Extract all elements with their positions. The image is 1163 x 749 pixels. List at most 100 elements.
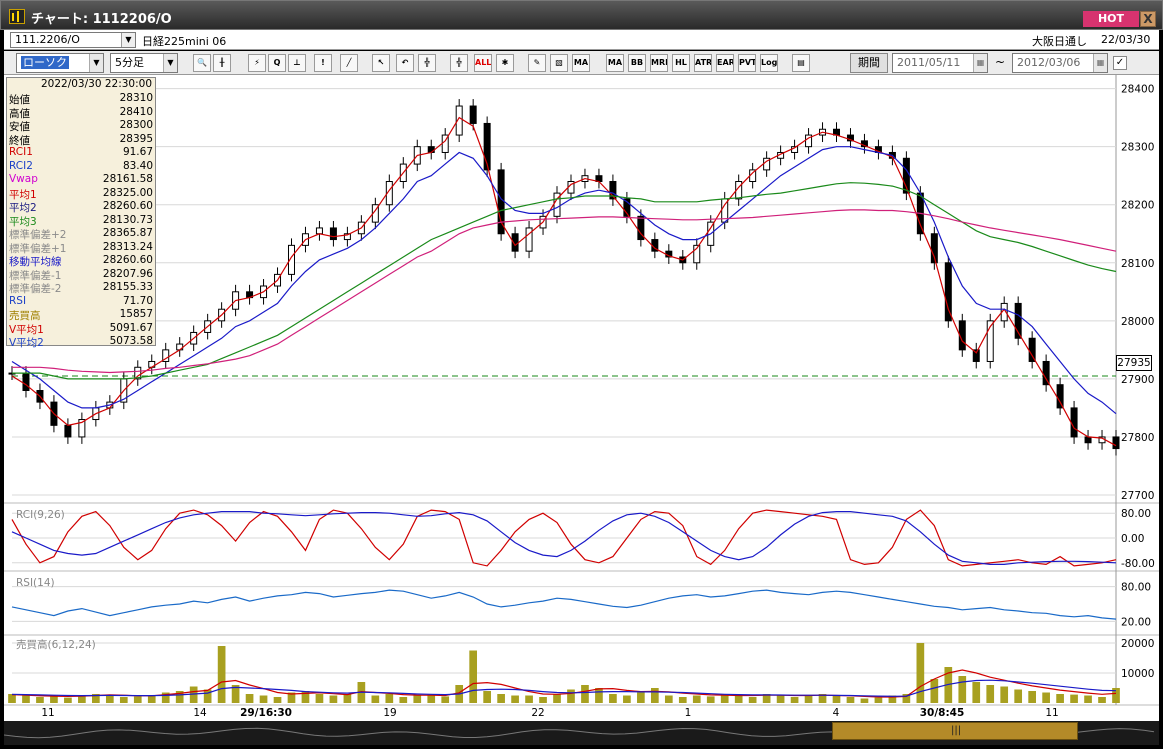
data-panel-label: 標準偏差-2 xyxy=(9,283,62,295)
current-price-tag: 27935 xyxy=(1116,355,1152,371)
volume-bar xyxy=(1084,695,1092,703)
data-panel-value: 28207.96 xyxy=(102,267,153,280)
trendline-icon[interactable]: ╱ xyxy=(340,54,358,72)
volume-bar xyxy=(1070,694,1078,703)
data-panel-row: 標準偏差+1 28313.24 xyxy=(9,241,153,255)
close-button[interactable]: X xyxy=(1140,11,1156,27)
volume-bar xyxy=(8,694,16,703)
date-to-input[interactable]: 2012/03/06 ▦ xyxy=(1012,53,1108,73)
window-title: チャート: 1112206/O xyxy=(31,12,172,27)
volume-bar xyxy=(678,697,687,703)
chevron-down-icon[interactable]: ▼ xyxy=(121,33,135,47)
candle-body xyxy=(846,134,854,142)
chart-area[interactable]: 28400 28300 28200 28100 28000 27900 27800 27700… xyxy=(4,75,1159,721)
y-tick-label: 28000 xyxy=(1121,316,1154,328)
log-icon[interactable]: Log xyxy=(760,54,778,72)
date-from-value: 2011/05/11 xyxy=(897,56,961,69)
calendar-icon[interactable]: ▦ xyxy=(1093,54,1107,72)
data-panel-label: Vwap xyxy=(9,173,38,185)
chevron-down-icon[interactable]: ▼ xyxy=(89,54,103,72)
candle-body xyxy=(1042,360,1050,386)
chart-canvas[interactable]: 28400 28300 28200 28100 28000 27900 27800 27700… xyxy=(4,75,1159,721)
bulb-icon[interactable]: ! xyxy=(314,54,332,72)
volume-bar xyxy=(273,697,282,703)
compare-icon[interactable]: ⊥ xyxy=(288,54,306,72)
volume-bar xyxy=(916,643,925,703)
chart-type-select[interactable]: ローソク ▼ xyxy=(16,53,104,73)
y-tick-label: 20.00 xyxy=(1121,616,1151,628)
zoom-icon[interactable]: 🔍 xyxy=(193,54,211,72)
hot-button[interactable]: HOT xyxy=(1083,11,1139,27)
volume-bar xyxy=(245,694,254,703)
date-from-input[interactable]: 2011/05/11 ▦ xyxy=(892,53,988,73)
volume-bar xyxy=(161,692,170,703)
color-icon[interactable]: ▧ xyxy=(550,54,568,72)
period-checkbox[interactable]: ✓ xyxy=(1113,56,1127,70)
export-icon[interactable]: ▤ xyxy=(792,54,810,72)
pvt-icon[interactable]: PVT xyxy=(738,54,756,72)
data-panel-label: 平均2 xyxy=(9,202,37,214)
data-panel-row: V平均1 5091.67 xyxy=(9,322,153,336)
chevron-down-icon[interactable]: ▼ xyxy=(163,54,177,72)
volume-bar xyxy=(92,694,100,703)
volume-bar xyxy=(189,686,198,703)
data-panel-row: 始値 28310 xyxy=(9,92,153,106)
y-tick-label: 27700 xyxy=(1121,490,1154,502)
candle2-icon[interactable]: ╬ xyxy=(450,54,468,72)
interval-select[interactable]: 5分足 ▼ xyxy=(110,53,178,73)
x-tick-label: 1 xyxy=(685,707,692,719)
volume-bar xyxy=(818,694,827,703)
y-tick-label: 28300 xyxy=(1121,142,1154,154)
symbol-input[interactable]: 111.2206/O ▼ xyxy=(10,32,136,48)
volume-bar xyxy=(371,695,380,703)
data-panel-row: 終値 28395 xyxy=(9,133,153,147)
interval-value: 5分足 xyxy=(115,56,144,69)
select-icon[interactable]: ↖ xyxy=(372,54,390,72)
volume-bar xyxy=(525,695,533,703)
settings-icon[interactable]: ✱ xyxy=(496,54,514,72)
crosshair-icon[interactable]: ╫ xyxy=(213,54,231,72)
data-panel-row: 標準偏差+2 28365.87 xyxy=(9,227,153,241)
data-panel-row: 売買高 15857 xyxy=(9,308,153,322)
brush-icon[interactable]: ✎ xyxy=(528,54,546,72)
volume-bar xyxy=(720,694,729,703)
ma-icon[interactable]: MA xyxy=(572,54,590,72)
candle-body xyxy=(162,349,170,362)
series-line-vwap xyxy=(12,209,1117,374)
ear-icon[interactable]: EAR xyxy=(716,54,734,72)
calendar-icon[interactable]: ▦ xyxy=(973,54,987,72)
data-panel-row: V平均2 5073.58 xyxy=(9,335,153,349)
buy-sell-icon[interactable]: ⚡ xyxy=(248,54,266,72)
hl-icon[interactable]: HL xyxy=(672,54,690,72)
series-line-ma_mid xyxy=(11,146,1117,415)
volume-bar xyxy=(511,695,519,703)
undo-icon[interactable]: ↶ xyxy=(396,54,414,72)
volume-bar xyxy=(902,694,911,703)
data-panel-label: 安値 xyxy=(9,121,30,133)
y-tick-label: 28400 xyxy=(1121,84,1154,96)
data-panel-value: 28155.33 xyxy=(102,281,153,293)
volume-bar xyxy=(860,698,869,703)
candle-icon[interactable]: ╬ xyxy=(418,54,436,72)
volume-bar xyxy=(217,646,226,703)
mre-icon[interactable]: MRE xyxy=(650,54,668,72)
period-button[interactable]: 期間 xyxy=(850,53,888,73)
panel-title: RSI(14) xyxy=(16,577,55,589)
data-panel-label: 平均1 xyxy=(9,188,37,201)
query-icon[interactable]: Q xyxy=(268,54,286,72)
data-panel-label: 標準偏差+1 xyxy=(9,242,67,255)
atr-icon[interactable]: ATR xyxy=(694,54,712,72)
candle-body xyxy=(609,181,617,200)
ma2-icon[interactable]: MA xyxy=(606,54,624,72)
all-icon[interactable]: ALL xyxy=(474,54,492,72)
x-tick-label: 22 xyxy=(531,707,544,719)
data-panel-value: 91.67 xyxy=(122,146,153,158)
scrollbar-thumb[interactable]: ||| xyxy=(832,722,1078,740)
data-panel-value: 28260.60 xyxy=(102,254,153,266)
volume-bar xyxy=(776,695,785,703)
candle-body xyxy=(22,372,30,392)
candle-body xyxy=(986,320,994,362)
x-tick-label: 19 xyxy=(383,707,396,719)
bb-icon[interactable]: BB xyxy=(628,54,646,72)
volume-bar xyxy=(427,694,436,703)
